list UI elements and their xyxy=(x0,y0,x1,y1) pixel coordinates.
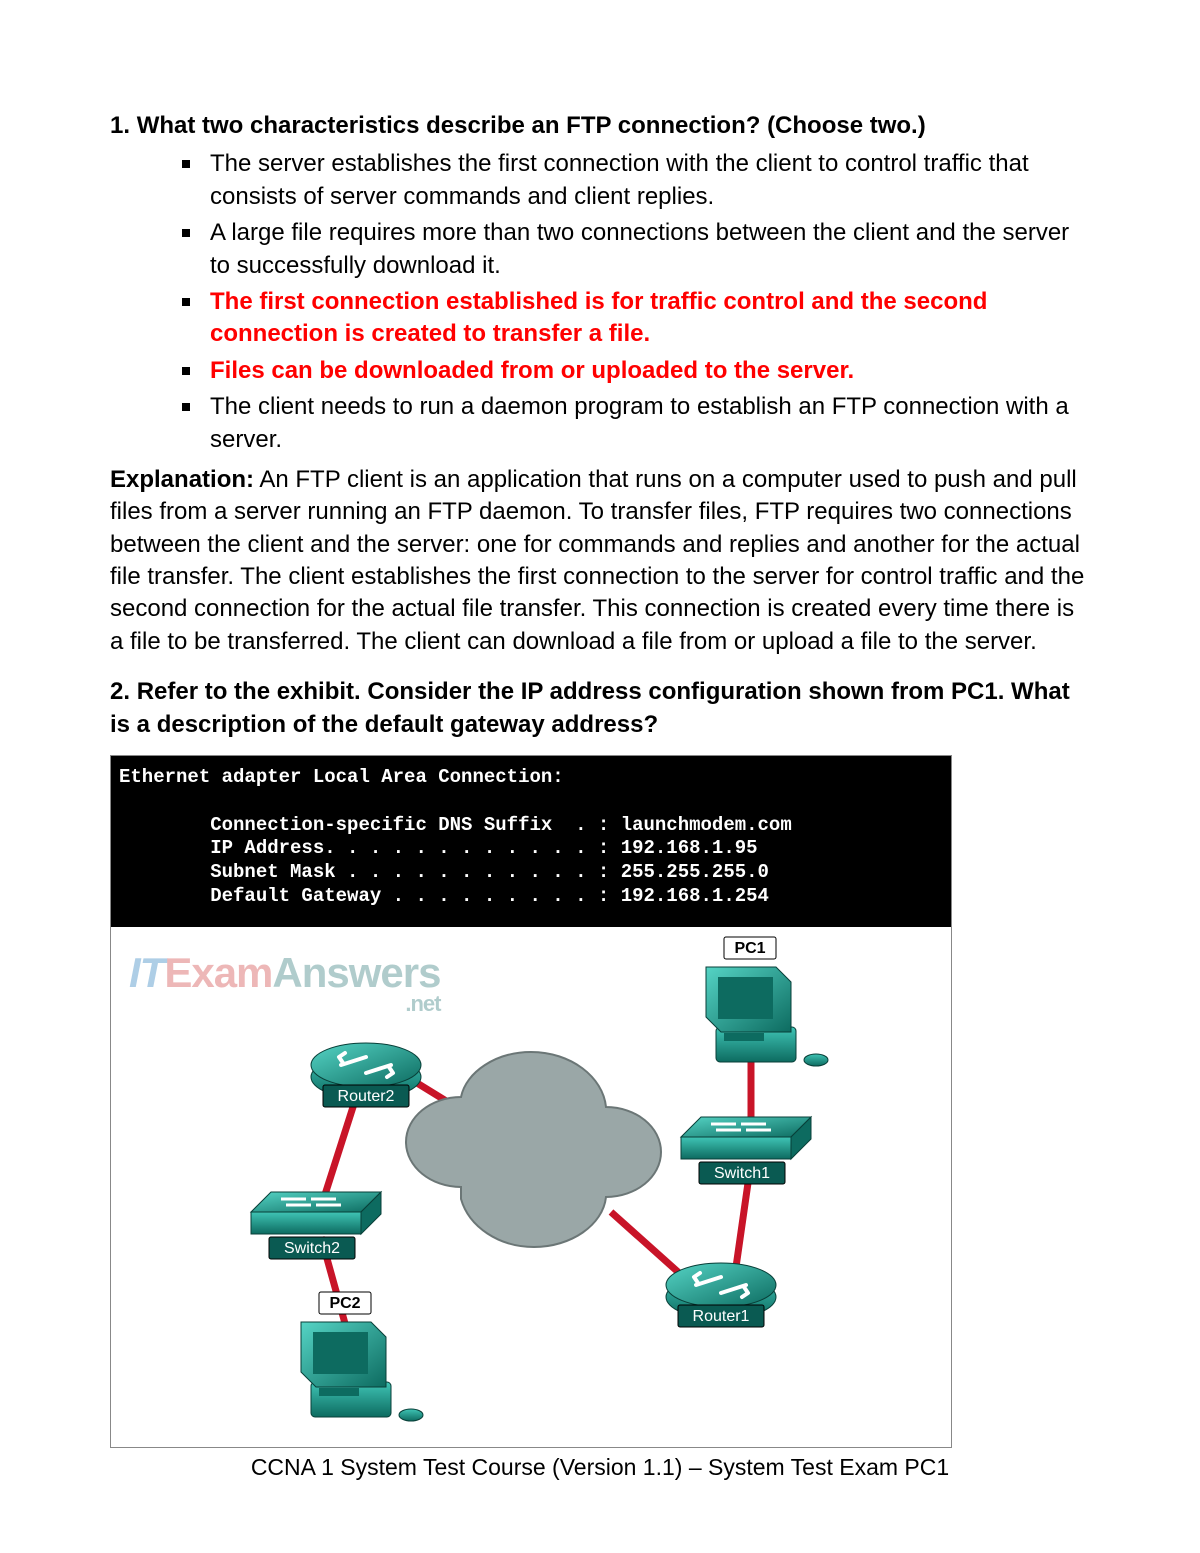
explanation-label: Explanation: xyxy=(110,466,254,493)
exhibit-caption: CCNA 1 System Test Course (Version 1.1) … xyxy=(110,1454,1090,1481)
q1-option-d: Files can be downloaded from or uploaded… xyxy=(182,355,1090,387)
router2-label: Router2 xyxy=(338,1088,395,1105)
exhibit-container: Ethernet adapter Local Area Connection: … xyxy=(110,755,952,1448)
question-1-title: 1. What two characteristics describe an … xyxy=(110,110,1090,142)
question-1-text: What two characteristics describe an FTP… xyxy=(137,112,926,139)
network-diagram: ITExamAnswers .net xyxy=(111,927,951,1447)
question-2-text: Refer to the exhibit. Consider the IP ad… xyxy=(110,678,1070,737)
pc1-icon: PC1 xyxy=(706,937,828,1066)
pc2-label: PC2 xyxy=(329,1295,360,1312)
switch2-label: Switch2 xyxy=(284,1240,340,1257)
terminal-header: Ethernet adapter Local Area Connection: xyxy=(119,766,564,788)
terminal-output: Ethernet adapter Local Area Connection: … xyxy=(111,756,951,927)
pc2-icon: PC2 xyxy=(301,1292,423,1421)
question-2-number: 2. xyxy=(110,678,130,705)
q1-option-e: The client needs to run a daemon program… xyxy=(182,391,1090,456)
explanation-text: An FTP client is an application that run… xyxy=(110,466,1084,655)
document-page: 1. What two characteristics describe an … xyxy=(0,0,1200,1541)
router1-label: Router1 xyxy=(693,1308,750,1325)
q1-option-c: The first connection established is for … xyxy=(182,286,1090,351)
question-1-options: The server establishes the first connect… xyxy=(110,148,1090,456)
question-2-title: 2. Refer to the exhibit. Consider the IP… xyxy=(110,676,1090,741)
router1-icon: Router1 xyxy=(666,1263,776,1327)
q1-option-a: The server establishes the first connect… xyxy=(182,148,1090,213)
cloud-icon xyxy=(406,1052,661,1247)
q1-option-b: A large file requires more than two conn… xyxy=(182,217,1090,282)
pc1-label: PC1 xyxy=(734,940,765,957)
switch2-icon: Switch2 xyxy=(251,1192,381,1259)
question-1-explanation: Explanation: An FTP client is an applica… xyxy=(110,464,1090,658)
question-1-number: 1. xyxy=(110,112,130,139)
switch1-label: Switch1 xyxy=(714,1165,770,1182)
switch1-icon: Switch1 xyxy=(681,1117,811,1184)
watermark-text: ITExamAnswers .net xyxy=(129,949,440,1017)
router2-icon: Router2 xyxy=(311,1043,421,1107)
